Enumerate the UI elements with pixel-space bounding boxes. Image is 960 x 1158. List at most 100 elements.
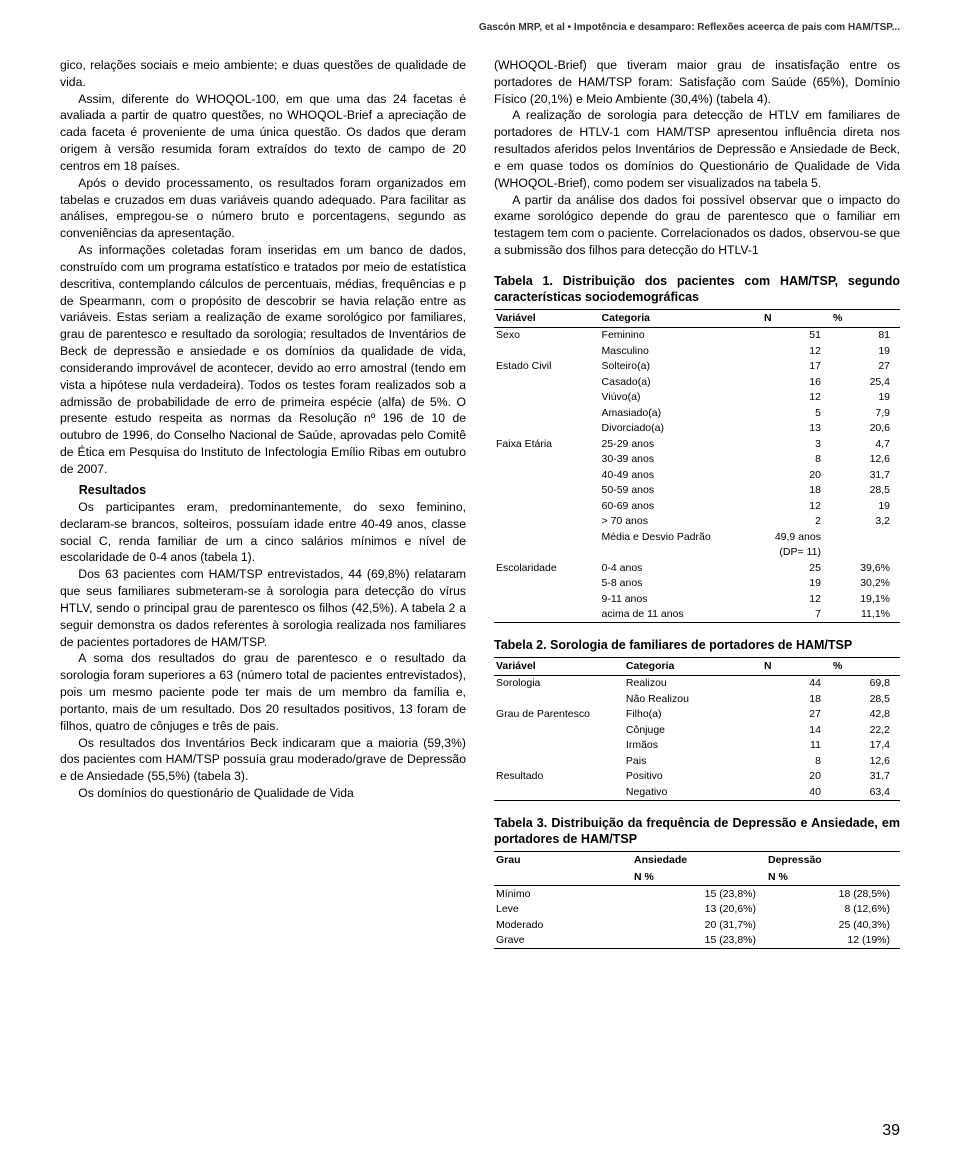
table-cell: 14 <box>762 722 831 737</box>
table-cell: Cônjuge <box>624 722 762 737</box>
table-cell: Mínimo <box>494 886 632 902</box>
table-cell: 51 <box>762 327 831 343</box>
table-cell <box>494 514 600 529</box>
table-cell: 25 (40,3%) <box>766 917 900 932</box>
table-cell <box>494 467 600 482</box>
table-cell: 12 <box>762 343 831 358</box>
table-row: Moderado20 (31,7%)25 (40,3%) <box>494 917 900 932</box>
table-cell: Estado Civil <box>494 359 600 374</box>
table-cell <box>494 483 600 498</box>
table-cell: 20 <box>762 467 831 482</box>
table-cell: 20 <box>762 769 831 784</box>
table-cell: 2 <box>762 514 831 529</box>
table-row: 5-8 anos1930,2% <box>494 576 900 591</box>
col-subheader <box>494 869 632 886</box>
table-cell: 19 <box>831 343 900 358</box>
table-cell: 0-4 anos <box>600 560 762 575</box>
table-cell: Positivo <box>624 769 762 784</box>
paragraph: A partir da análise dos dados foi possív… <box>494 192 900 259</box>
table-cell: Pais <box>624 753 762 768</box>
table-1: Variável Categoria N % SexoFeminino5181M… <box>494 309 900 623</box>
table-row: 60-69 anos1219 <box>494 498 900 513</box>
table-cell <box>494 607 600 623</box>
col-header: Ansiedade <box>632 852 766 869</box>
table-2-block: Tabela 2. Sorologia de familiares de por… <box>494 637 900 801</box>
table-row: Grau de ParentescoFilho(a)2742,8 <box>494 707 900 722</box>
table-cell: 12 <box>762 498 831 513</box>
table-row: Amasiado(a)57,9 <box>494 405 900 420</box>
table-cell: Sexo <box>494 327 600 343</box>
table-cell: 28,5 <box>831 691 900 706</box>
table-cell: 31,7 <box>831 467 900 482</box>
table-row: 9-11 anos1219,1% <box>494 591 900 606</box>
table-cell: 12 <box>762 591 831 606</box>
table-row: SexoFeminino5181 <box>494 327 900 343</box>
col-header: Categoria <box>600 310 762 327</box>
paragraph: As informações coletadas foram inseridas… <box>60 242 466 478</box>
paragraph: A realização de sorologia para detecção … <box>494 107 900 191</box>
table-3-block: Tabela 3. Distribuição da frequência de … <box>494 815 900 949</box>
table-cell <box>831 529 900 544</box>
table-cell: 19 <box>831 390 900 405</box>
table-cell: 15 (23,8%) <box>632 886 766 902</box>
table-cell: 12,6 <box>831 452 900 467</box>
paragraph: Os participantes eram, predominantemente… <box>60 499 466 566</box>
table-cell: 49,9 anos <box>762 529 831 544</box>
table-row: Masculino1219 <box>494 343 900 358</box>
table-row: Cônjuge1422,2 <box>494 722 900 737</box>
table-cell: 31,7 <box>831 769 900 784</box>
table-cell <box>494 545 600 560</box>
paragraph: Dos 63 pacientes com HAM/TSP entrevistad… <box>60 566 466 650</box>
table-cell <box>494 753 624 768</box>
table-header-row: Variável Categoria N % <box>494 310 900 327</box>
table-cell: Amasiado(a) <box>600 405 762 420</box>
table-cell: 3 <box>762 436 831 451</box>
table-cell: 7 <box>762 607 831 623</box>
col-header: Categoria <box>624 658 762 675</box>
table-row: Mínimo15 (23,8%)18 (28,5%) <box>494 886 900 902</box>
table-cell: 4,7 <box>831 436 900 451</box>
col-header: N <box>762 658 831 675</box>
paragraph: Os resultados dos Inventários Beck indic… <box>60 735 466 785</box>
paragraph: A soma dos resultados do grau de parente… <box>60 650 466 734</box>
table-cell <box>494 452 600 467</box>
col-header: Variável <box>494 310 600 327</box>
col-header: Variável <box>494 658 624 675</box>
col-header: % <box>831 310 900 327</box>
table-row: Leve13 (20,6%)8 (12,6%) <box>494 902 900 917</box>
table-cell: Feminino <box>600 327 762 343</box>
table-cell <box>494 374 600 389</box>
table-3-title: Tabela 3. Distribuição da frequência de … <box>494 815 900 848</box>
table-cell: 27 <box>831 359 900 374</box>
table-cell: 18 <box>762 691 831 706</box>
table-cell: 25-29 anos <box>600 436 762 451</box>
table-cell: 13 (20,6%) <box>632 902 766 917</box>
table-row: Irmãos1117,4 <box>494 738 900 753</box>
table-cell: 8 <box>762 452 831 467</box>
table-cell: Viúvo(a) <box>600 390 762 405</box>
table-cell: 8 (12,6%) <box>766 902 900 917</box>
table-cell: 8 <box>762 753 831 768</box>
col-header: Grau <box>494 852 632 869</box>
table-row: Escolaridade0-4 anos2539,6% <box>494 560 900 575</box>
table-cell <box>494 722 624 737</box>
table-cell: Leve <box>494 902 632 917</box>
table-row: Pais812,6 <box>494 753 900 768</box>
table-cell <box>494 498 600 513</box>
table-row: Estado CivilSolteiro(a)1727 <box>494 359 900 374</box>
table-cell <box>494 591 600 606</box>
table-cell: 9-11 anos <box>600 591 762 606</box>
table-cell: 5-8 anos <box>600 576 762 591</box>
table-header-row: Variável Categoria N % <box>494 658 900 675</box>
table-cell: 40 <box>762 784 831 800</box>
page-number: 39 <box>882 1122 900 1140</box>
table-cell: Resultado <box>494 769 624 784</box>
table-row: > 70 anos23,2 <box>494 514 900 529</box>
table-row: 30-39 anos812,6 <box>494 452 900 467</box>
table-cell: 50-59 anos <box>600 483 762 498</box>
table-row: Viúvo(a)1219 <box>494 390 900 405</box>
paragraph: Assim, diferente do WHOQOL-100, em que u… <box>60 91 466 175</box>
table-cell <box>494 691 624 706</box>
table-row: Divorciado(a)1320,6 <box>494 421 900 436</box>
table-row: Média e Desvio Padrão49,9 anos <box>494 529 900 544</box>
